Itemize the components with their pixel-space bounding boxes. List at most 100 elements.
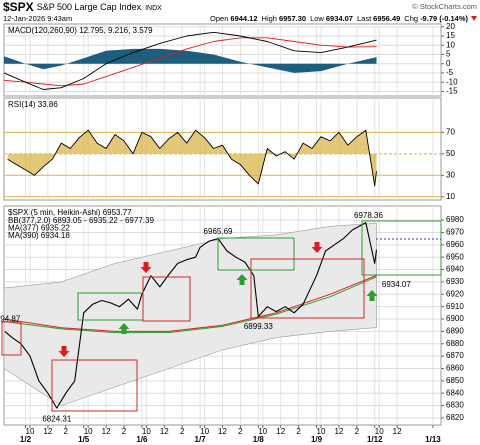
y-tick-label: -15: [446, 86, 458, 95]
y-tick-label: 10: [446, 40, 455, 49]
moving-average: [3, 276, 377, 334]
x-tick-label: 1/6: [136, 435, 148, 444]
sell-arrow: [140, 262, 152, 273]
x-tick-label: 12: [334, 427, 343, 436]
y-tick-label: 6950: [446, 252, 464, 261]
x-tick-label: 10: [26, 427, 35, 436]
green-box: [361, 220, 442, 276]
x-tick-label: 12: [393, 427, 402, 436]
y-tick-label: 70: [446, 127, 455, 136]
quote-label: Last: [357, 14, 372, 23]
y-tick-label: 6910: [446, 302, 464, 311]
red-box: [142, 276, 191, 322]
quote-label: Open: [210, 14, 228, 23]
moving-average: [3, 275, 377, 332]
line-series: [3, 37, 377, 87]
line-series: [4, 222, 378, 409]
y-tick-label: 6920: [446, 289, 464, 298]
header-title: $SPX S&P 500 Large Cap Index INDX: [3, 0, 162, 14]
red-box: [1, 321, 22, 356]
quote-label: Low: [310, 14, 324, 23]
y-tick-label: 6970: [446, 228, 464, 237]
copyright: © StockCharts.com: [412, 2, 477, 11]
y-tick-label: 6890: [446, 326, 464, 335]
y-tick-label: 6940: [446, 265, 464, 274]
y-tick-label: 6820: [446, 413, 464, 422]
line-series: [3, 31, 377, 90]
price-annotation: 6824.31: [42, 415, 71, 424]
price-annotation: 6965.69: [204, 227, 233, 236]
legend-entry: BB(377,2.0) 6893.05 - 6935.22 - 6977.39: [8, 216, 154, 225]
quote-value: -9.79 (-0.14%): [420, 14, 468, 23]
legend-entry: $SPX (5 min, Heikin-Ashi) 6953.77: [8, 208, 132, 217]
x-tick-label: 12: [160, 427, 169, 436]
quote-value: 6957.30: [279, 14, 306, 23]
price-annotation: 6934.07: [382, 280, 411, 289]
x-tick-label: 12: [43, 427, 52, 436]
x-tick-label: 10: [317, 427, 326, 436]
y-tick-label: 6840: [446, 388, 464, 397]
x-tick-label: 2: [122, 427, 127, 436]
y-tick-label: 6980: [446, 215, 464, 224]
x-tick-label: 1/13: [425, 435, 441, 444]
index-name: S&P 500 Large Cap Index: [37, 2, 142, 12]
change-arrow: [471, 16, 477, 21]
x-tick-label: 1/5: [78, 435, 90, 444]
price-annotation: 6894.87: [0, 314, 21, 323]
sell-arrow: [311, 242, 323, 253]
quote-value: 6956.49: [373, 14, 400, 23]
y-tick-label: 6830: [446, 401, 464, 410]
x-tick-label: 1/12: [367, 435, 383, 444]
panel-label: MACD(120,260,90) 12.795, 9.216, 3.579: [8, 26, 153, 35]
histogram: [4, 48, 377, 73]
y-tick-label: 0: [446, 59, 451, 68]
legend-entry: MA(390) 6934.18: [8, 231, 70, 240]
red-box: [250, 258, 365, 319]
rsi-fill: [7, 130, 377, 186]
x-tick-label: 10: [142, 427, 151, 436]
y-tick-label: 20: [446, 22, 455, 31]
exchange: INDX: [145, 5, 162, 12]
buy-arrow: [118, 323, 130, 334]
price-annotation: 6978.36: [354, 211, 383, 220]
y-tick-label: 6880: [446, 339, 464, 348]
y-tick-label: 15: [446, 31, 455, 40]
line-series: [7, 129, 377, 187]
quote-value: 6944.12: [230, 14, 257, 23]
panel-label: RSI(14) 33.86: [8, 100, 58, 109]
price-annotation: 6899.33: [244, 322, 273, 331]
annotation-boxes: [1, 220, 442, 412]
sell-arrow: [58, 346, 70, 357]
y-tick-label: 10: [446, 192, 455, 201]
y-tick-label: 5: [446, 50, 451, 59]
x-tick-label: 2: [355, 427, 360, 436]
symbol: $SPX: [3, 0, 34, 14]
quote: Open 6944.12 High 6957.30 Low 6934.07 Last 6956…: [210, 14, 468, 23]
green-box: [217, 237, 295, 271]
y-tick-label: 6900: [446, 314, 464, 323]
x-tick-label: 12: [102, 427, 111, 436]
x-tick-label: 10: [258, 427, 267, 436]
quote-value: 6934.07: [326, 14, 353, 23]
x-tick-label: 10: [84, 427, 93, 436]
legend-entry: MA(377) 6935.22: [8, 224, 70, 233]
buy-arrow: [366, 290, 378, 301]
y-tick-label: -10: [446, 77, 458, 86]
x-tick-label: 10: [200, 427, 209, 436]
x-tick-label: 10: [375, 427, 384, 436]
y-tick-label: 6850: [446, 376, 464, 385]
buy-arrow: [236, 274, 248, 285]
x-tick-label: 1/8: [253, 435, 265, 444]
red-box: [51, 359, 138, 412]
y-tick-label: 6930: [446, 277, 464, 286]
x-tick-label: 2: [180, 427, 185, 436]
x-tick-label: 12: [276, 427, 285, 436]
quote-label: Chg: [404, 14, 418, 23]
y-tick-label: 30: [446, 170, 455, 179]
x-tick-label: 2: [64, 427, 69, 436]
y-tick-label: -5: [446, 68, 454, 77]
x-tick-label: 2: [296, 427, 301, 436]
